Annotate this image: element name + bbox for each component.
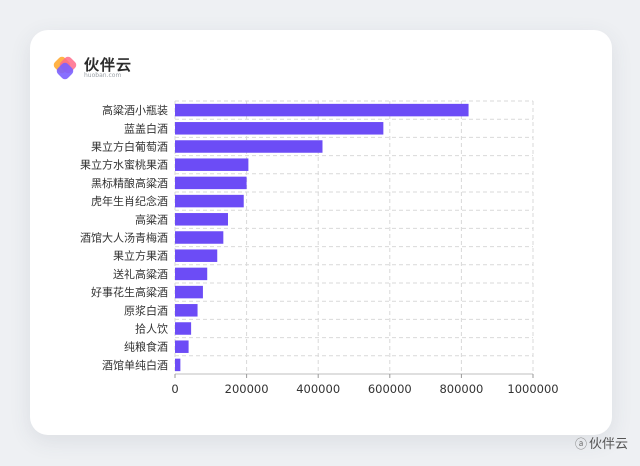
category-label: 黑标精酿高粱酒 (91, 176, 168, 190)
bar (175, 322, 192, 335)
category-label: 酒馆大人汤青梅酒 (80, 231, 168, 245)
category-label: 高粱酒 (135, 212, 168, 226)
watermark-text: 伙伴云 (588, 437, 628, 452)
category-label: 高粱酒小瓶装 (102, 103, 168, 117)
bar (175, 231, 224, 244)
category-label: 送礼高粱酒 (113, 267, 168, 281)
category-label: 拾人饮 (135, 322, 168, 336)
watermark: ⓐ 伙伴云 (575, 433, 628, 452)
logo-icon (53, 56, 77, 80)
category-label: 好事花生高粱酒 (91, 285, 168, 299)
category-label: 果立方水蜜桃果酒 (80, 158, 168, 172)
chart-card (30, 30, 612, 435)
x-tick-label: 1000000 (507, 382, 558, 396)
brand-name: 伙伴云 (84, 56, 133, 74)
bar (175, 213, 228, 226)
bar (175, 122, 384, 135)
bar (175, 358, 181, 372)
bar (175, 176, 247, 190)
category-label: 酒馆单纯白酒 (102, 358, 168, 372)
x-tick-label: 0 (171, 382, 178, 396)
bar (175, 304, 198, 317)
x-tick-label: 400000 (296, 382, 340, 396)
bar (175, 158, 249, 171)
bar (175, 267, 208, 281)
bar (175, 249, 218, 262)
bar (175, 340, 189, 353)
x-tick-label: 800000 (439, 382, 483, 396)
x-tick-label: 200000 (225, 382, 269, 396)
brand-url: huoban.com (84, 72, 122, 79)
category-label: 原浆白酒 (124, 303, 168, 317)
category-label: 果立方果酒 (113, 249, 168, 263)
category-label: 果立方白葡萄酒 (91, 140, 168, 154)
bar (175, 285, 203, 299)
weibo-at-icon: ⓐ (574, 437, 587, 451)
bar (175, 194, 244, 208)
category-label: 蓝盖白酒 (124, 121, 168, 135)
category-label: 纯粮食酒 (124, 340, 168, 354)
x-tick-label: 600000 (368, 382, 412, 396)
category-label: 虎年生肖纪念酒 (91, 194, 168, 208)
bar (175, 103, 469, 117)
bar (175, 140, 323, 153)
brand-logo: 伙伴云 huoban.com (52, 55, 142, 81)
